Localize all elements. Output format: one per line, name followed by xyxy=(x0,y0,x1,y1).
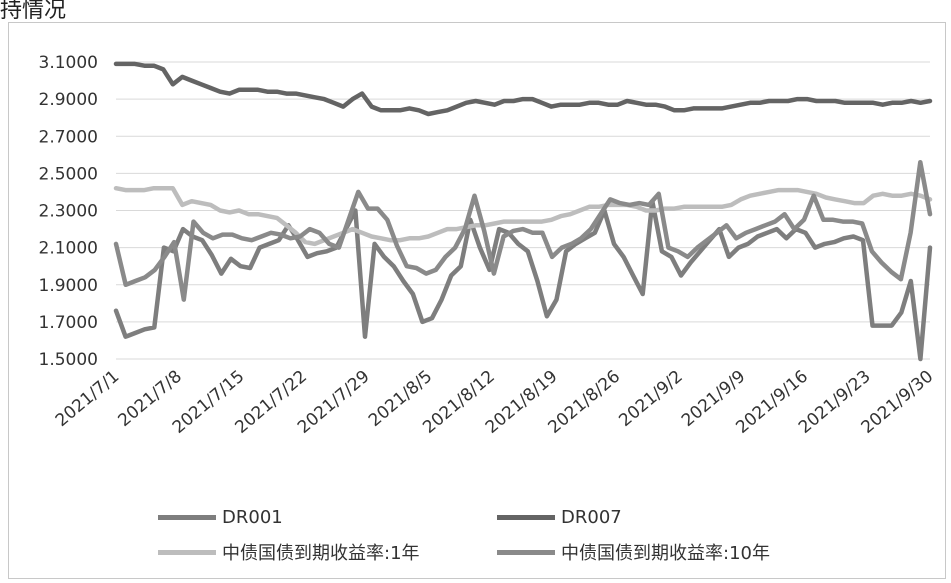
legend-swatch-3 xyxy=(158,549,216,555)
y-tick-label: 1.5000 xyxy=(39,350,98,370)
series-lines xyxy=(113,61,933,362)
legend-item-1: DR001 xyxy=(158,507,283,528)
y-tick-label: 1.9000 xyxy=(39,276,98,296)
y-tick-label: 2.1000 xyxy=(39,239,98,259)
series-line-3 xyxy=(113,185,933,247)
y-tick-label: 2.7000 xyxy=(39,127,98,147)
legend-label-4: 中债国债到期收益率:10年 xyxy=(561,543,770,564)
legend-item-2: DR007 xyxy=(497,507,622,528)
x-tick-label: 2021/9/2 xyxy=(615,367,686,431)
y-tick-label: 2.3000 xyxy=(39,202,98,222)
chart-frame xyxy=(8,22,946,579)
series-line-4 xyxy=(113,159,933,302)
y-tick-label: 2.5000 xyxy=(39,164,98,184)
gridlines xyxy=(116,61,930,360)
legend-label-2: DR007 xyxy=(561,507,622,528)
legend-item-3: 中债国债到期收益率:1年 xyxy=(158,539,420,565)
y-tick-label: 1.7000 xyxy=(39,313,98,333)
legend-swatch-4 xyxy=(497,549,555,555)
legend-swatch-2 xyxy=(497,515,555,520)
y-tick-label: 2.9000 xyxy=(39,90,98,110)
series-line-2 xyxy=(113,61,933,117)
legend-swatch-1 xyxy=(158,515,216,520)
legend-label-1: DR001 xyxy=(222,507,283,528)
corner-title: 持情况 xyxy=(0,0,67,23)
y-axis-ticks: 3.1000 2.9000 2.7000 2.5000 2.3000 2.1000 1.90… xyxy=(39,53,98,370)
x-axis-ticks: 2021/7/12021/7/82021/7/152021/7/222021/7… xyxy=(52,367,937,438)
legend-label-3: 中债国债到期收益率:1年 xyxy=(222,543,420,564)
x-tick-label: 2021/7/1 xyxy=(52,367,123,431)
y-tick-label: 3.1000 xyxy=(39,53,98,73)
series-line-1 xyxy=(113,198,933,362)
legend-item-4: 中债国债到期收益率:10年 xyxy=(497,539,770,565)
